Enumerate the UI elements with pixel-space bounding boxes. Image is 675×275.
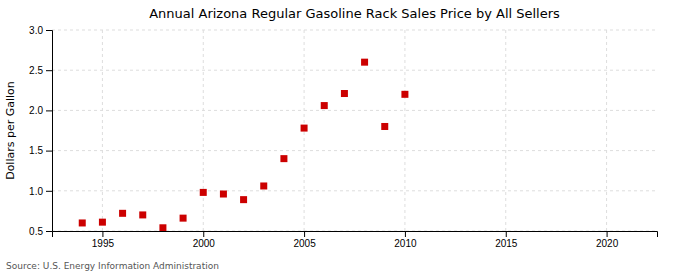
- grid-line: [52, 150, 657, 151]
- x-axis: 1995 2000 2005 2010 2015 2020: [53, 231, 658, 249]
- point: [381, 123, 388, 130]
- y-axis: 0.5 1.0 1.5 2.0 2.5 3.0: [29, 25, 52, 237]
- tick-label: 2020: [596, 238, 619, 249]
- tick: 2020: [596, 231, 619, 249]
- axis-line: [53, 232, 658, 238]
- title: Annual Arizona Regular Gasoline Rack Sal…: [149, 6, 560, 21]
- tick-mark: [102, 231, 103, 237]
- grid-line: [52, 190, 657, 191]
- tick: 2005: [293, 231, 316, 249]
- grid-line: [203, 30, 204, 231]
- tick: 2010: [394, 231, 417, 249]
- point: [260, 182, 267, 189]
- point: [200, 189, 207, 196]
- tick-mark: [607, 231, 608, 237]
- tick-label: 3.0: [29, 25, 43, 36]
- point: [79, 219, 86, 226]
- tick-label: 2.0: [29, 105, 43, 116]
- tick: 0.5: [29, 226, 52, 237]
- tick: 2.0: [29, 105, 52, 116]
- tick-mark: [46, 151, 52, 152]
- tick-label: 2005: [293, 238, 316, 249]
- grid-line: [52, 70, 657, 71]
- grid-line: [505, 30, 506, 231]
- tick: 2015: [495, 231, 518, 249]
- tick-label: 1995: [92, 238, 115, 249]
- tick-label: 2.5: [29, 65, 43, 76]
- tick-mark: [304, 231, 305, 237]
- axis-line: [46, 31, 53, 232]
- point: [159, 224, 166, 231]
- grid-line: [404, 30, 405, 231]
- tick-mark: [203, 231, 204, 237]
- tick-mark: [506, 231, 507, 237]
- tick-label: 2010: [394, 238, 417, 249]
- tick: 1.5: [29, 145, 52, 156]
- point: [321, 102, 328, 109]
- tick: 2.5: [29, 65, 52, 76]
- point: [119, 210, 126, 217]
- grid-line: [52, 30, 657, 31]
- grid: [52, 30, 657, 231]
- point: [220, 191, 227, 198]
- grid-line: [52, 110, 657, 111]
- tick-mark: [405, 231, 406, 237]
- point: [280, 155, 287, 162]
- point: [180, 215, 187, 222]
- source-note: Source: U.S. Energy Information Administ…: [6, 261, 219, 271]
- plot-area: 1995 2000 2005 2010 2015 2020 0.5 1.0 1.5 2.0 2.5 3…: [29, 25, 657, 249]
- tick-mark: [46, 110, 52, 111]
- tick: 3.0: [29, 25, 52, 36]
- tick-label: 0.5: [29, 226, 43, 237]
- points: [79, 59, 409, 231]
- point: [139, 211, 146, 218]
- tick-mark: [46, 231, 52, 232]
- point: [301, 125, 308, 132]
- tick: 2000: [193, 231, 216, 249]
- chart: 1995 2000 2005 2010 2015 2020 0.5 1.0 1.5 2.0 2.5 3…: [0, 0, 675, 275]
- tick-mark: [46, 191, 52, 192]
- point: [341, 90, 348, 97]
- y-axis-label: Dollars per Gallon: [4, 81, 17, 180]
- point: [240, 196, 247, 203]
- grid-line: [102, 30, 103, 231]
- tick-label: 1.5: [29, 145, 43, 156]
- point: [361, 59, 368, 66]
- tick-mark: [46, 30, 52, 31]
- tick-label: 2000: [193, 238, 216, 249]
- tick: 1995: [92, 231, 115, 249]
- tick: 1.0: [29, 186, 52, 197]
- point: [99, 219, 106, 226]
- point: [401, 91, 408, 98]
- tick-mark: [46, 70, 52, 71]
- tick-label: 1.0: [29, 186, 43, 197]
- tick-label: 2015: [495, 238, 518, 249]
- grid-line: [606, 30, 607, 231]
